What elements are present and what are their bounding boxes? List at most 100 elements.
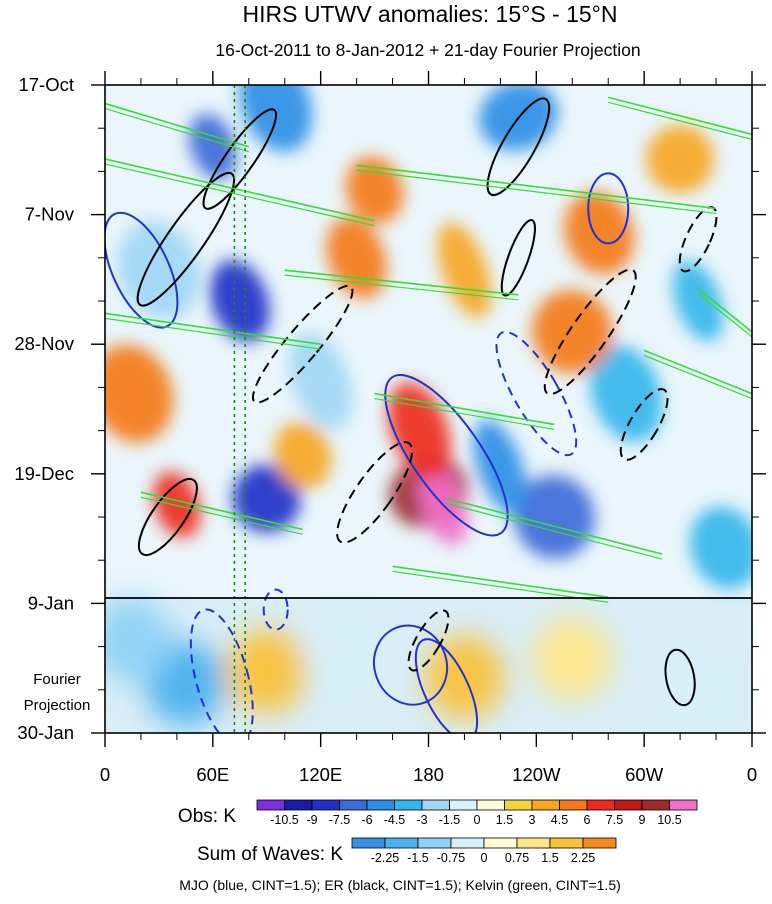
obs-anomaly-patch xyxy=(326,217,387,299)
er-contour xyxy=(136,171,236,307)
x-axis: 0 60E 120E 180 120W 60W 0 xyxy=(100,71,757,785)
colorbar-swatch xyxy=(516,837,551,849)
er-contour xyxy=(202,108,278,210)
projection-anomaly-patch xyxy=(307,610,388,695)
colorbar-tick-label: -9 xyxy=(306,813,317,827)
kelvin-contour xyxy=(140,496,303,535)
colorbar-tick-label: 6 xyxy=(584,813,591,827)
obs-anomaly-patch xyxy=(473,420,528,516)
obs-anomaly-patch xyxy=(437,222,492,318)
obs-anomaly-patch xyxy=(672,260,724,342)
kelvin-contour xyxy=(697,288,752,333)
obs-anomaly-patch xyxy=(345,156,404,224)
colorbar-tick-label: -0.75 xyxy=(437,851,466,865)
kelvin-contour xyxy=(608,96,752,136)
chart-subtitle: 16-Oct-2011 to 8-Jan-2012 + 21-day Fouri… xyxy=(215,40,640,60)
obs-anomaly-patch xyxy=(273,421,332,489)
colorbar-swatch xyxy=(366,799,395,811)
kelvin-contour xyxy=(105,102,250,148)
kelvin-contour xyxy=(392,570,609,603)
obs-anomaly-patch xyxy=(564,191,635,275)
obs-anomaly-patch xyxy=(690,506,752,590)
y-tick-label: 30-Jan xyxy=(17,722,74,743)
y-tick-label: 7-Nov xyxy=(25,204,75,225)
colorbar-swatch xyxy=(483,837,518,849)
colorbar-swatch xyxy=(586,799,615,811)
y-tick-label: 28-Nov xyxy=(14,333,74,354)
y-tick-label: 19-Dec xyxy=(14,463,74,484)
x-tick-label: 0 xyxy=(100,764,110,785)
x-tick-label: 60W xyxy=(625,764,664,785)
kelvin-contour xyxy=(697,293,752,338)
colorbar-swatch xyxy=(476,799,505,811)
mjo-contour xyxy=(384,374,509,537)
mjo-contour xyxy=(373,624,449,706)
obs-anomaly-patch xyxy=(153,471,201,538)
obs-anomaly-patch xyxy=(388,382,451,479)
kelvin-contour xyxy=(392,565,609,599)
projection-field xyxy=(105,598,739,732)
colorbar-swatch xyxy=(614,799,643,811)
y-tick-label: 17-Oct xyxy=(18,74,74,95)
colorbar-tick-label: 7.5 xyxy=(606,813,623,827)
er-contour xyxy=(500,219,536,297)
mjo-contour xyxy=(105,211,179,329)
colorbar-tick-label: -3 xyxy=(416,813,427,827)
obs-anomaly-patch xyxy=(646,125,715,194)
mjo-contour xyxy=(414,638,479,733)
colorbar-tick-label: -4.5 xyxy=(384,813,406,827)
obs-anomaly-patch xyxy=(209,260,270,342)
x-tick-label: 0 xyxy=(747,764,757,785)
kelvin-contour xyxy=(643,349,752,395)
kelvin-contour xyxy=(374,392,555,426)
er-contour xyxy=(486,97,551,197)
kelvin-contour xyxy=(374,397,555,431)
kelvin-contour xyxy=(643,354,752,400)
obs-colorbar: -10.5 -9 -7.5 -6 -4.5 -3 -1.5 0 1.5 3 4.5 6 7.5 9 10.5 xyxy=(256,799,698,827)
projection-label-line2: Projection xyxy=(24,697,91,714)
kelvin-contour xyxy=(105,312,321,345)
kelvin-contour xyxy=(356,169,717,215)
mjo-contour xyxy=(189,608,254,733)
colorbar-swatch xyxy=(559,799,588,811)
y-axis: 17-Oct 7-Nov 28-Nov 19-Dec 9-Jan 30-Jan xyxy=(14,74,766,743)
colorbar-swatch xyxy=(504,799,533,811)
contour-legend: MJO (blue, CINT=1.5); ER (black, CINT=1.… xyxy=(179,877,621,893)
colorbar-tick-label: -2.25 xyxy=(371,851,400,865)
colorbar-tick-label: 2.25 xyxy=(571,851,595,865)
projection-anomaly-patch xyxy=(105,598,172,683)
colorbar-tick-label: -1.5 xyxy=(439,813,461,827)
colorbar-tick-label: 10.5 xyxy=(657,813,681,827)
colorbar-tick-label: 0 xyxy=(481,851,488,865)
er-contour xyxy=(619,388,669,461)
colorbar-swatch xyxy=(421,799,450,811)
colorbar-tick-label: 4.5 xyxy=(551,813,568,827)
kelvin-contour xyxy=(105,107,249,153)
colorbar-swatch xyxy=(394,799,423,811)
x-tick-label: 120W xyxy=(512,764,561,785)
x-tick-label: 180 xyxy=(413,764,444,785)
colorbar-tick-label: 1.5 xyxy=(541,851,558,865)
er-contour xyxy=(251,284,354,404)
mjo-contour xyxy=(262,588,289,631)
projection-label-line1: Fourier xyxy=(33,671,81,688)
colorbar-swatch xyxy=(582,837,617,849)
obs-field xyxy=(105,85,752,590)
obs-anomaly-patch xyxy=(105,344,174,443)
waves-colorbar: -2.25 -1.5 -0.75 0 0.75 1.5 2.25 xyxy=(351,837,617,865)
kelvin-contour xyxy=(356,164,717,210)
colorbar-swatch xyxy=(311,799,340,811)
colorbar-tick-label: -10.5 xyxy=(270,813,299,827)
y-tick-label: 9-Jan xyxy=(28,592,74,613)
colorbar-tick-label: -6 xyxy=(361,813,372,827)
colorbar-swatch xyxy=(351,837,386,849)
kelvin-contour xyxy=(105,158,375,222)
obs-anomaly-patch xyxy=(232,464,301,533)
er-contour xyxy=(664,648,696,707)
obs-anomaly-patch xyxy=(189,113,237,180)
obs-anomaly-patch xyxy=(479,85,558,151)
colorbar-swatch xyxy=(449,799,478,811)
kelvin-contour xyxy=(105,163,375,227)
kelvin-contour xyxy=(105,317,321,350)
